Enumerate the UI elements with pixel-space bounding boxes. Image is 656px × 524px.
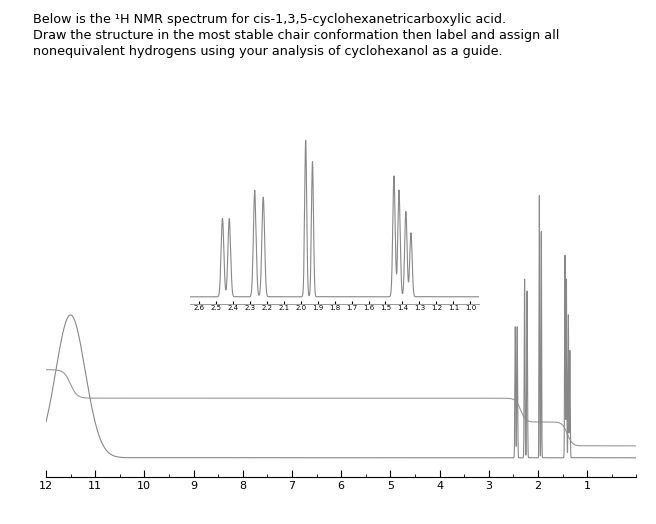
Text: nonequivalent hydrogens using your analysis of cyclohexanol as a guide.: nonequivalent hydrogens using your analy… <box>33 45 502 58</box>
Text: Below is the ¹H NMR spectrum for cis-1,3,5-cyclohexanetricarboxylic acid.: Below is the ¹H NMR spectrum for cis-1,3… <box>33 13 506 26</box>
Text: Draw the structure in the most stable chair conformation then label and assign a: Draw the structure in the most stable ch… <box>33 29 559 42</box>
